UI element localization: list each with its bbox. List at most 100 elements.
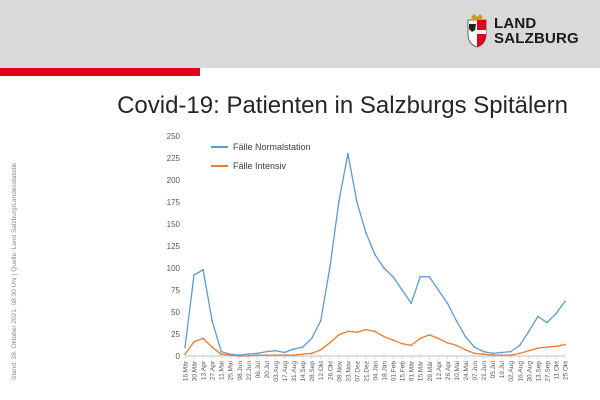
x-tick-label: 12.Okt xyxy=(318,361,325,380)
x-tick-label: 06.Jul xyxy=(255,360,262,378)
data-point xyxy=(419,337,422,340)
data-point xyxy=(401,342,404,345)
x-tick-label: 02.Aug xyxy=(508,361,515,382)
data-point xyxy=(247,355,250,357)
data-point xyxy=(446,341,449,344)
data-point xyxy=(202,337,204,340)
header-band xyxy=(0,0,600,68)
x-tick-label: 23.Nov xyxy=(345,360,352,381)
x-tick-label: 26.Okt xyxy=(327,361,334,380)
x-tick-label: 22.Jun xyxy=(246,361,253,381)
data-point xyxy=(410,344,413,347)
x-tick-label: 24.Mai xyxy=(463,361,470,381)
data-point xyxy=(564,343,566,346)
data-point xyxy=(328,341,331,344)
x-tick-label: 30.Aug xyxy=(526,361,533,382)
y-tick-label: 200 xyxy=(167,176,181,185)
x-tick-label: 05.Jul xyxy=(490,360,497,378)
data-point xyxy=(374,253,376,256)
x-tick-label: 26.Apr xyxy=(445,360,452,380)
x-tick-label: 13.Apr xyxy=(201,360,208,380)
page-title: Covid-19: Patienten in Salzburgs Spitäle… xyxy=(117,92,568,119)
data-point xyxy=(374,330,376,333)
y-tick-label: 50 xyxy=(171,308,180,317)
data-point xyxy=(455,319,458,322)
x-tick-label: 11.Okt xyxy=(553,361,560,380)
data-point xyxy=(274,354,277,357)
x-tick-label: 25.Mai xyxy=(228,361,235,381)
data-point xyxy=(256,354,259,357)
x-tick-label: 21.Dez xyxy=(363,361,370,382)
data-point xyxy=(356,201,358,203)
salzburg-crest-icon xyxy=(467,14,487,48)
y-tick-label: 150 xyxy=(167,220,181,229)
data-point xyxy=(319,319,322,322)
data-point xyxy=(536,347,539,349)
series-normalstation xyxy=(184,152,566,357)
x-tick-label: 07.Jun xyxy=(472,361,479,381)
data-point xyxy=(211,346,214,349)
data-point xyxy=(247,353,250,356)
data-point xyxy=(546,321,548,324)
x-tick-label: 09.Nov xyxy=(336,360,343,381)
x-tick-label: 29.Mär xyxy=(427,360,434,381)
data-point xyxy=(310,352,313,355)
data-point xyxy=(509,354,512,357)
logo-text-line2: SALZBURG xyxy=(494,30,579,47)
data-point xyxy=(184,353,186,356)
data-point xyxy=(419,275,422,278)
data-point xyxy=(500,354,503,357)
x-tick-label: 27.Apr xyxy=(210,360,217,380)
data-point xyxy=(555,312,557,315)
data-point xyxy=(365,231,367,234)
x-tick-label: 27.Sep xyxy=(544,361,551,382)
data-point xyxy=(437,289,440,291)
series-intensiv xyxy=(184,328,566,357)
data-point xyxy=(509,350,512,353)
data-point xyxy=(482,353,485,356)
x-tick-label: 15.Mär xyxy=(418,360,425,381)
data-point xyxy=(546,346,548,349)
logo-text-line1: LAND xyxy=(494,15,537,32)
source-note: Stand: 28. Oktober 2021, 08.30 Uhr | Que… xyxy=(11,162,18,380)
data-point xyxy=(365,328,367,331)
y-tick-label: 250 xyxy=(167,132,181,141)
data-point xyxy=(301,353,304,356)
data-point xyxy=(527,330,530,333)
x-tick-label: 10.Mai xyxy=(454,361,461,381)
data-point xyxy=(283,351,286,354)
x-tick-label: 01.Mär xyxy=(409,360,416,381)
y-tick-label: 175 xyxy=(167,198,181,207)
data-point xyxy=(220,350,223,353)
data-point xyxy=(337,333,340,336)
x-tick-label: 18.Jän xyxy=(382,361,389,381)
data-point xyxy=(319,348,322,351)
data-point xyxy=(265,350,268,353)
chart: 0 25 50 75 100 125 150 175 200 225 250 16.Mär 30.Mär… xyxy=(167,132,570,382)
data-point xyxy=(491,354,494,357)
y-tick-label: 225 xyxy=(167,154,181,163)
data-point xyxy=(211,319,214,322)
x-tick-label: 03.Aug xyxy=(273,361,280,382)
x-tick-label: 16.Aug xyxy=(517,361,524,382)
data-point xyxy=(455,344,458,347)
data-point xyxy=(229,354,232,357)
data-point xyxy=(346,330,349,333)
accent-stripe-red xyxy=(0,68,200,76)
data-point xyxy=(220,353,223,356)
x-tick-label: 12.Apr xyxy=(436,360,443,380)
y-tick-label: 125 xyxy=(167,242,181,251)
data-point xyxy=(464,335,467,338)
data-point xyxy=(292,354,295,357)
data-point xyxy=(428,333,431,336)
x-tick-label: 30.Mär xyxy=(192,360,199,381)
data-point xyxy=(536,315,539,318)
data-point xyxy=(292,348,295,350)
x-tick-label: 15.Feb xyxy=(400,361,407,382)
data-point xyxy=(184,346,186,349)
data-point xyxy=(337,201,340,203)
data-point xyxy=(256,352,259,355)
data-point xyxy=(464,348,467,351)
y-tick-label: 100 xyxy=(167,264,181,273)
logo-text: LAND SALZBURG xyxy=(494,16,579,46)
